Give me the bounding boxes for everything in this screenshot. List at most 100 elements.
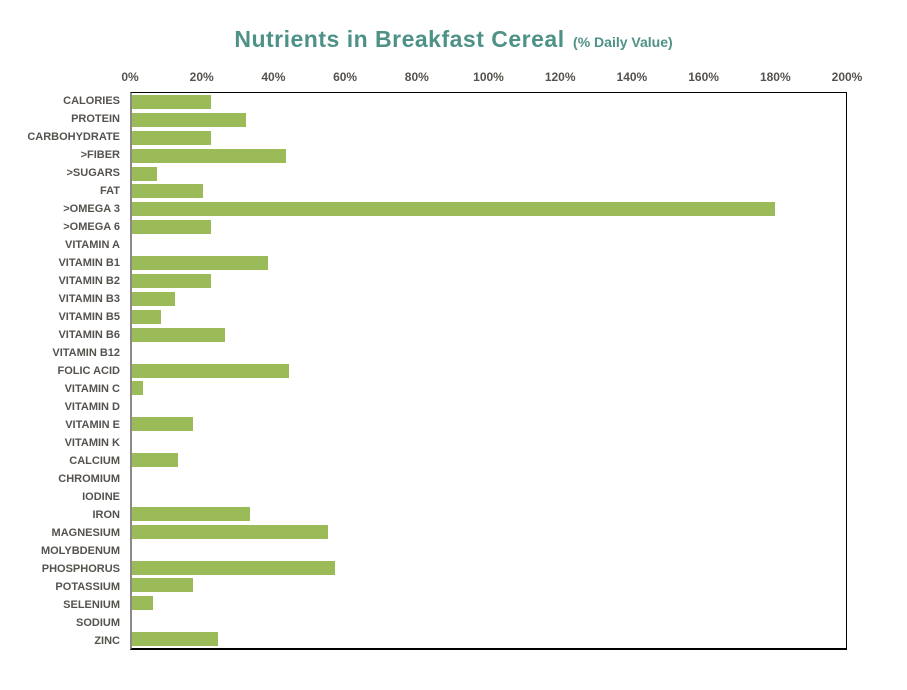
category-label: CHROMIUM: [58, 473, 120, 485]
bar-row: [132, 612, 846, 630]
category-label: FAT: [100, 185, 120, 197]
x-tick-label: 40%: [261, 70, 286, 84]
bar-row: [132, 254, 846, 272]
bar-row: [132, 290, 846, 308]
bar-row: [132, 451, 846, 469]
category-label: VITAMIN E: [65, 419, 120, 431]
bar: [132, 363, 290, 378]
chart-title: Nutrients in Breakfast Cereal: [234, 26, 565, 52]
bar: [132, 274, 211, 289]
bar-row: [132, 326, 846, 344]
x-tick-label: 0%: [121, 70, 139, 84]
x-tick-label: 160%: [688, 70, 719, 84]
bar: [132, 148, 286, 163]
x-tick-label: 20%: [189, 70, 214, 84]
bar-row: [132, 344, 846, 362]
category-label: VITAMIN B5: [58, 311, 120, 323]
chart-title-row: Nutrients in Breakfast Cereal (% Daily V…: [0, 26, 907, 53]
bar-row: [132, 433, 846, 451]
x-tick-label: 200%: [831, 70, 863, 84]
category-label: POTASSIUM: [55, 581, 120, 593]
x-tick-label: 100%: [473, 70, 504, 84]
bar-row: [132, 129, 846, 147]
bar-row: [132, 308, 846, 326]
category-label: >OMEGA 6: [63, 221, 120, 233]
bar-row: [132, 541, 846, 559]
axis-corner-spacer: [14, 60, 130, 92]
bar-row: [132, 469, 846, 487]
bar-row: [132, 576, 846, 594]
category-label: SODIUM: [76, 617, 120, 629]
category-label: SELENIUM: [63, 599, 120, 611]
bar: [132, 309, 161, 324]
category-label: >OMEGA 3: [63, 203, 120, 215]
category-label: PHOSPHORUS: [41, 563, 120, 575]
bar-row: [132, 165, 846, 183]
bar: [132, 453, 179, 468]
bar: [132, 184, 204, 199]
chart-layout: 0% 20% 40% 60% 80% 100% 120% 140% 160% 180% 200% C…: [14, 60, 862, 650]
bar: [132, 202, 775, 217]
x-tick-label: 120%: [544, 70, 576, 84]
bar-row: [132, 397, 846, 415]
bar: [132, 417, 193, 432]
bar: [132, 560, 336, 575]
bar: [132, 130, 211, 145]
bar: [132, 381, 143, 396]
category-label: MAGNESIUM: [51, 527, 120, 539]
bar-row: [132, 111, 846, 129]
x-axis: 0% 20% 40% 60% 80% 100% 120% 140% 160% 180% 200%: [121, 60, 862, 92]
category-label: CALCIUM: [69, 455, 120, 467]
category-label: VITAMIN B6: [58, 329, 120, 341]
bar: [132, 291, 175, 306]
bar-row: [132, 415, 846, 433]
bar-row: [132, 147, 846, 165]
category-label: CALORIES: [63, 95, 120, 107]
category-label: IODINE: [82, 491, 120, 503]
bar: [132, 166, 157, 181]
category-label: MOLYBDENUM: [40, 545, 120, 557]
bar: [132, 506, 250, 521]
category-label: ZINC: [94, 635, 120, 647]
bar-row: [132, 236, 846, 254]
bar: [132, 112, 247, 127]
category-label: VITAMIN B2: [58, 275, 120, 287]
y-axis-labels: CALORIES PROTEIN CARBOHYDRATE >FIBER >SUGARS…: [14, 92, 130, 650]
bar-row: [132, 200, 846, 218]
category-label: CARBOHYDRATE: [27, 131, 120, 143]
category-label: VITAMIN C: [64, 383, 120, 395]
bar-row: [132, 362, 846, 380]
category-label: VITAMIN D: [64, 401, 120, 413]
category-label: VITAMIN B12: [52, 347, 120, 359]
bar-row: [132, 523, 846, 541]
category-label: VITAMIN B3: [58, 293, 120, 305]
bar: [132, 327, 225, 342]
bar-row: [132, 594, 846, 612]
x-tick-label: 140%: [616, 70, 648, 84]
bar-row: [132, 559, 846, 577]
bar-row: [132, 272, 846, 290]
bar: [132, 596, 154, 611]
bar-row: [132, 380, 846, 398]
chart-subtitle: (% Daily Value): [573, 34, 673, 50]
category-label: PROTEIN: [71, 113, 120, 125]
category-label: >FIBER: [80, 149, 120, 161]
x-tick-label: 80%: [404, 70, 429, 84]
plot-area: [130, 92, 847, 650]
category-label: VITAMIN K: [64, 437, 120, 449]
bar-row: [132, 630, 846, 648]
category-label: >SUGARS: [66, 167, 121, 179]
bar-row: [132, 505, 846, 523]
category-label: VITAMIN B1: [58, 257, 120, 269]
bar: [132, 94, 211, 109]
bar: [132, 632, 218, 647]
bar-row: [132, 93, 846, 111]
bar-row: [132, 218, 846, 236]
bar: [132, 524, 329, 539]
x-tick-label: 60%: [333, 70, 358, 84]
bar: [132, 256, 268, 271]
x-tick-label: 180%: [759, 70, 791, 84]
bar-row: [132, 183, 846, 201]
category-label: VITAMIN A: [65, 239, 120, 251]
